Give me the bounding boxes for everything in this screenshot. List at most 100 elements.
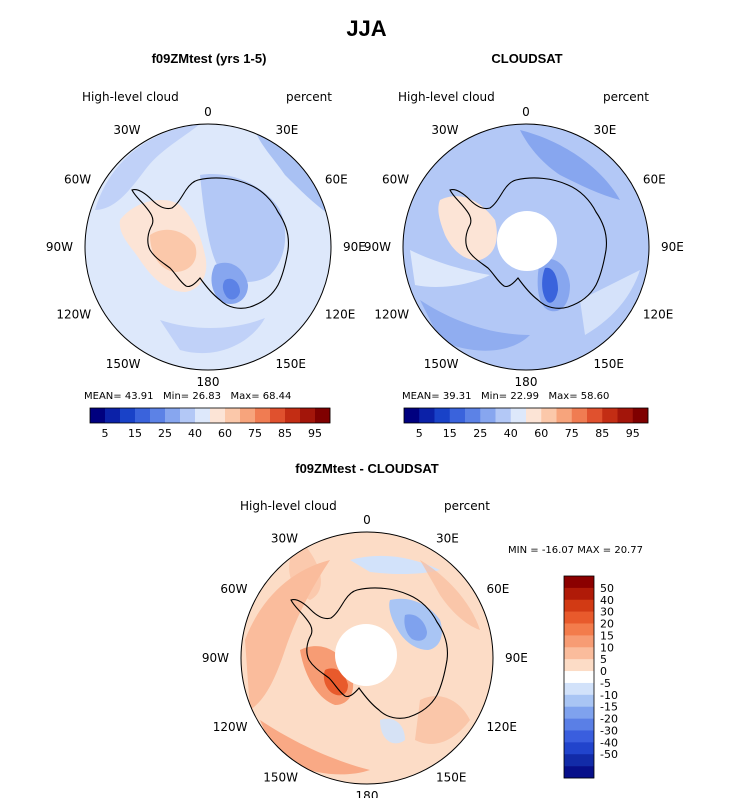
panel-2-colorbar-tick: 95 — [626, 427, 640, 440]
panel-3-lon-label-150e: 150E — [436, 771, 467, 785]
panel-1-min-value: 26.83 — [192, 391, 221, 402]
panel-2-colorbar-bin — [632, 408, 649, 423]
panel-1-lon-label-180: 180 — [197, 375, 220, 389]
panel-3-colorbar-bin — [564, 754, 594, 767]
panel-2-colorbar-tick: 5 — [416, 427, 423, 440]
panel-2-colorbar-bin — [541, 408, 557, 423]
panel-2-lon-label-60w: 60W — [382, 173, 409, 187]
panel-1-stats: MEAN= 43.91 Min= 26.83 Max= 68.44 — [84, 391, 291, 402]
panel-3-colorbar-bin — [564, 587, 594, 601]
panel-3-no-data-hole — [335, 624, 397, 686]
panel-2-colorbar-frame — [403, 407, 649, 424]
panel-1-colorbar-bin — [240, 408, 256, 423]
panel-3-min-value: -16.07 — [541, 545, 575, 556]
panel-2-colorbar-bin — [602, 408, 618, 423]
panel-1-colorbar-bin — [150, 408, 166, 423]
panel-3-lon-label-90w: 90W — [202, 651, 229, 665]
panel-1-colorbar-bin — [225, 408, 241, 423]
panel-1-colorbar-bin — [270, 408, 286, 423]
panel-3-colorbar-tick: -40 — [600, 736, 618, 749]
panel-3-coastline — [290, 587, 448, 719]
panel-2-max-value: 58.60 — [580, 391, 610, 402]
panel-3-units-label: percent — [444, 499, 490, 513]
panel-2-lon-label-120w: 120W — [374, 308, 409, 322]
panel-3-colorbar-tick: -5 — [600, 677, 611, 690]
panel-2-colorbar-tick: 40 — [504, 427, 518, 440]
panel-1-lon-label-150e: 150E — [276, 357, 307, 371]
panel-1-colorbar-tick: 25 — [158, 427, 172, 440]
panel-1-colorbar-tick: 95 — [308, 427, 322, 440]
panel-3-colorbar-tick: 5 — [600, 653, 607, 666]
figure-title: JJA — [346, 16, 387, 41]
panel-2-colorbar-tick: 85 — [595, 427, 609, 440]
panel-2-colorbar-bin — [419, 408, 435, 423]
panel-3-lon-label-120e: 120E — [487, 720, 518, 734]
panel-3-lon-label-60w: 60W — [220, 582, 247, 596]
panel-2-lon-label-30w: 30W — [431, 123, 458, 137]
panel-3-colorbar-tick: -15 — [600, 701, 618, 714]
panel-2-map — [403, 124, 649, 370]
panel-1-colorbar: 5 15 25 40 60 75 85 95 — [89, 407, 331, 440]
panel-3-colorbar-tick: -30 — [600, 725, 618, 738]
panel-1-colorbar-bin — [105, 408, 121, 423]
panel-1-colorbar-bin — [120, 408, 136, 423]
panel-3-colorbar-bin — [564, 766, 594, 779]
panel-2-colorbar-bin — [465, 408, 481, 423]
panel-3-colorbar-tick: 20 — [600, 618, 614, 631]
panel-3-colorbar-tick: 50 — [600, 582, 614, 595]
panel-1-lon-label-90e: 90E — [343, 240, 366, 254]
panel-3-lon-label-150w: 150W — [263, 771, 298, 785]
longitude-labels: 0 30E 60E 90E 120E 150E 180 150W 120W 90W 60W 30W 0 3… — [46, 105, 684, 798]
panel-2-colorbar-bin — [480, 408, 496, 423]
panel-3-variable-label: High-level cloud — [240, 499, 337, 513]
panel-2-lon-label-60e: 60E — [643, 173, 666, 187]
panel-3-colorbar-bin — [564, 706, 594, 719]
panel-1-max-value: 68.44 — [262, 391, 292, 402]
panel-1-lon-label-30w: 30W — [113, 123, 140, 137]
panel-2-variable-label: High-level cloud — [398, 90, 495, 104]
panel-2-min-value: 22.99 — [510, 391, 539, 402]
panel-3-colorbar-bin — [564, 659, 594, 672]
panel-1-colorbar-tick: 40 — [188, 427, 202, 440]
panel-3-colorbar-bin — [564, 718, 594, 731]
panel-1-lon-label-60e: 60E — [325, 173, 348, 187]
panel-2-coastline — [449, 177, 607, 309]
panel-2-no-data-hole — [497, 211, 557, 271]
panel-2-colorbar: 5 15 25 40 60 75 85 95 — [403, 407, 649, 440]
panel-1-colorbar-tick: 5 — [102, 427, 109, 440]
panel-3-lon-label-0: 0 — [363, 513, 371, 527]
panel-3-colorbar-tick: 10 — [600, 641, 614, 654]
panel-3-colorbar-bin — [564, 599, 594, 612]
panel-3-colorbar-bin — [564, 576, 594, 589]
panel-2-colorbar-tick: 25 — [473, 427, 487, 440]
panel-2-lon-label-90e: 90E — [661, 240, 684, 254]
panel-3-colorbar-tick: 30 — [600, 606, 614, 619]
panel-2-min-label: Min= — [481, 391, 508, 402]
panel-2-units-label: percent — [603, 90, 649, 104]
panel-1-title: f09ZMtest (yrs 1-5) — [151, 51, 267, 66]
panel-1-colorbar-tick: 75 — [248, 427, 262, 440]
panel-2-colorbar-tick: 60 — [534, 427, 548, 440]
panel-3-colorbar-tick: 40 — [600, 594, 614, 607]
panel-3-colorbar-bin — [564, 671, 594, 684]
panel-3-colorbar-tick: 0 — [600, 665, 607, 678]
panel-2-max-label: Max= — [548, 391, 578, 402]
panel-3-lon-label-30w: 30W — [271, 532, 298, 546]
panel-2-lon-label-0: 0 — [522, 105, 530, 119]
panel-2-lon-label-150e: 150E — [594, 357, 625, 371]
panel-2-colorbar-bin — [526, 408, 542, 423]
panel-3-colorbar-frame — [563, 575, 595, 779]
panel-3-lon-label-90e: 90E — [505, 651, 528, 665]
panel-1-lon-label-90w: 90W — [46, 240, 73, 254]
panel-1-colorbar-bin — [315, 408, 331, 423]
panel-1-colorbar-bin — [255, 408, 271, 423]
panel-1-min-label: Min= — [163, 391, 190, 402]
panel-2-lon-label-150w: 150W — [424, 357, 459, 371]
panel-3-stats: MIN = -16.07 MAX = 20.77 — [508, 545, 643, 556]
panel-3-max-label: MAX = — [577, 545, 612, 556]
panel-1-variable-label: High-level cloud — [82, 90, 179, 104]
panel-3-colorbar-tick: 15 — [600, 629, 614, 642]
panel-1-colorbar-tick: 85 — [278, 427, 292, 440]
panel-2-colorbar-bin — [404, 408, 420, 423]
